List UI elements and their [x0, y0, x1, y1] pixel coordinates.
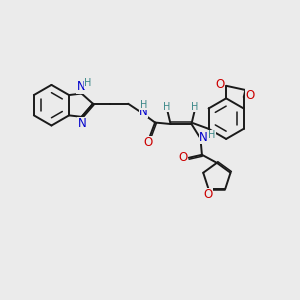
Text: H: H	[140, 100, 147, 110]
Text: O: O	[143, 136, 152, 149]
Text: H: H	[163, 102, 171, 112]
Text: H: H	[208, 130, 215, 140]
Text: O: O	[178, 151, 188, 164]
Text: O: O	[215, 78, 225, 91]
Text: N: N	[199, 131, 208, 144]
Text: O: O	[204, 188, 213, 201]
Text: O: O	[245, 89, 254, 102]
Text: H: H	[191, 102, 199, 112]
Text: N: N	[139, 105, 148, 118]
Text: H: H	[85, 78, 92, 88]
Text: N: N	[76, 80, 85, 94]
Text: N: N	[77, 117, 86, 130]
